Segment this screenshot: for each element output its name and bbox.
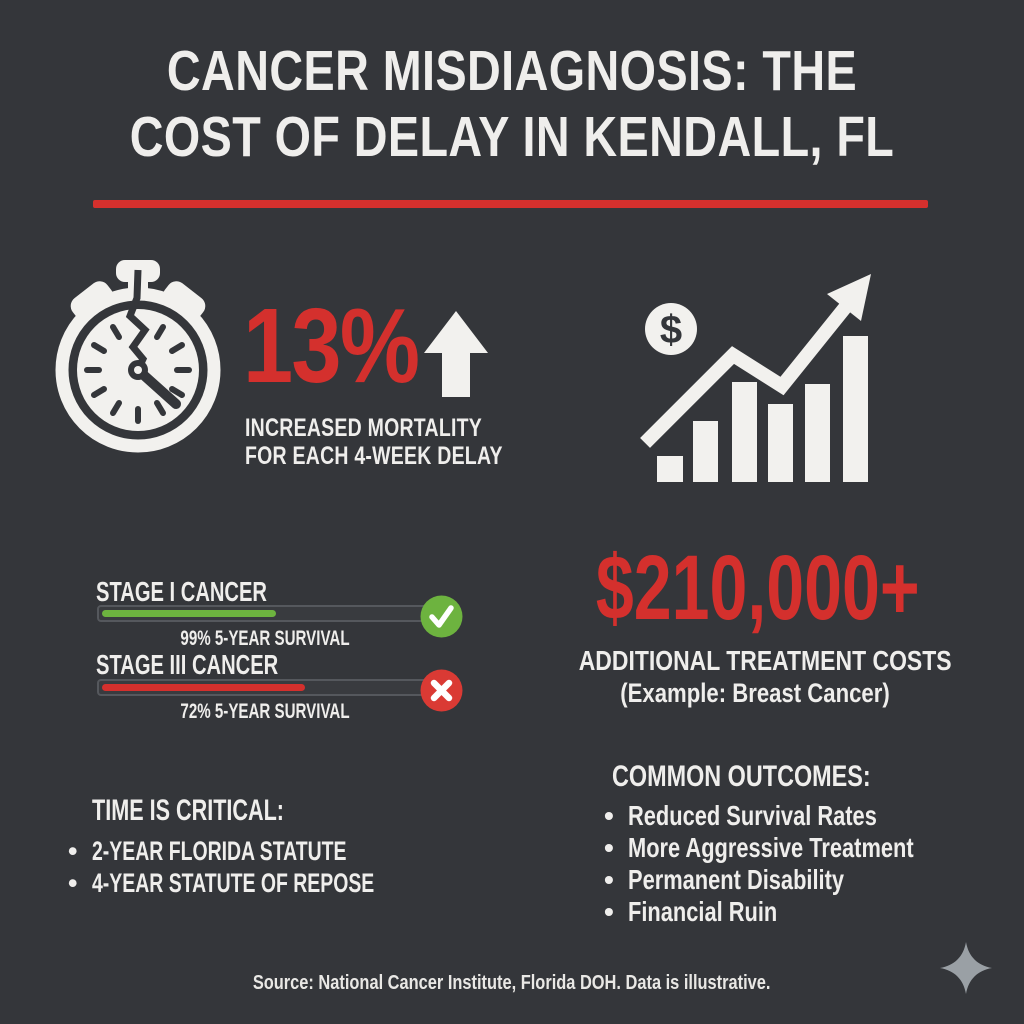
bullet-icon: • xyxy=(68,868,78,898)
time-critical-item: • 2-YEAR FLORIDA STATUTE xyxy=(68,836,446,867)
common-outcomes-item-label: Financial Ruin xyxy=(628,896,778,927)
check-icon xyxy=(420,595,463,638)
source-note: Source: National Cancer Institute, Flori… xyxy=(0,972,1024,995)
mortality-caption-line-1: INCREASED MORTALITY xyxy=(245,414,483,442)
stage3-progress-fill xyxy=(102,684,305,691)
mortality-stat-caption: INCREASED MORTALITY FOR EACH 4-WEEK DELA… xyxy=(245,414,575,470)
cost-caption-line-2: (Example: Breast Cancer) xyxy=(620,678,890,708)
sparkle-icon xyxy=(940,942,992,994)
bullet-icon: • xyxy=(604,864,614,895)
common-outcomes-heading: COMMON OUTCOMES: xyxy=(612,760,871,793)
common-outcomes-item-label: Permanent Disability xyxy=(628,864,845,895)
common-outcomes-item: • More Aggressive Treatment xyxy=(604,832,994,864)
bullet-icon: • xyxy=(604,800,614,831)
time-critical-item-label: 2-YEAR FLORIDA STATUTE xyxy=(92,836,347,866)
stage1-label: STAGE I CANCER xyxy=(96,576,267,607)
common-outcomes-item: • Reduced Survival Rates xyxy=(604,800,947,832)
time-critical-heading: TIME IS CRITICAL: xyxy=(92,794,284,827)
title-line-1: CANCER MISDIAGNOSIS: THE xyxy=(166,39,858,103)
stage1-survival-caption: 99% 5-YEAR SURVIVAL xyxy=(180,627,350,650)
stage1-progress-fill xyxy=(102,610,277,617)
common-outcomes-item: • Permanent Disability xyxy=(604,864,905,896)
stage1-progress-track xyxy=(97,605,457,622)
stage3-survival-caption: 72% 5-YEAR SURVIVAL xyxy=(180,700,350,723)
page-title: CANCER MISDIAGNOSIS: THE COST OF DELAY I… xyxy=(92,38,932,170)
bullet-icon: • xyxy=(604,896,614,927)
title-divider xyxy=(93,200,928,208)
title-line-2: COST OF DELAY IN KENDALL, FL xyxy=(129,105,895,170)
cost-caption-line-1: ADDITIONAL TREATMENT COSTS xyxy=(578,645,952,676)
source-note-text: Source: National Cancer Institute, Flori… xyxy=(253,972,771,994)
common-outcomes-item: • Financial Ruin xyxy=(604,896,819,928)
up-arrow-icon xyxy=(424,311,488,397)
time-critical-item-label: 4-YEAR STATUTE OF REPOSE xyxy=(92,868,375,898)
mortality-stat-value: 13% xyxy=(243,287,420,405)
mortality-caption-line-2: FOR EACH 4-WEEK DELAY xyxy=(245,442,503,470)
stage3-label: STAGE III CANCER xyxy=(96,649,279,680)
bullet-icon: • xyxy=(604,832,614,863)
time-critical-item: • 4-YEAR STATUTE OF REPOSE xyxy=(68,868,484,899)
dollar-sign-glyph: $ xyxy=(660,308,682,352)
common-outcomes-item-label: More Aggressive Treatment xyxy=(628,832,914,863)
cost-stat-value: $210,000+ xyxy=(595,537,920,639)
stage3-progress-track xyxy=(97,679,457,696)
common-outcomes-item-label: Reduced Survival Rates xyxy=(628,800,877,831)
bullet-icon: • xyxy=(68,836,78,866)
cracked-stopwatch-icon xyxy=(55,260,221,453)
dollar-rising-bar-chart-icon: $ xyxy=(640,274,871,482)
cross-icon xyxy=(420,669,463,712)
